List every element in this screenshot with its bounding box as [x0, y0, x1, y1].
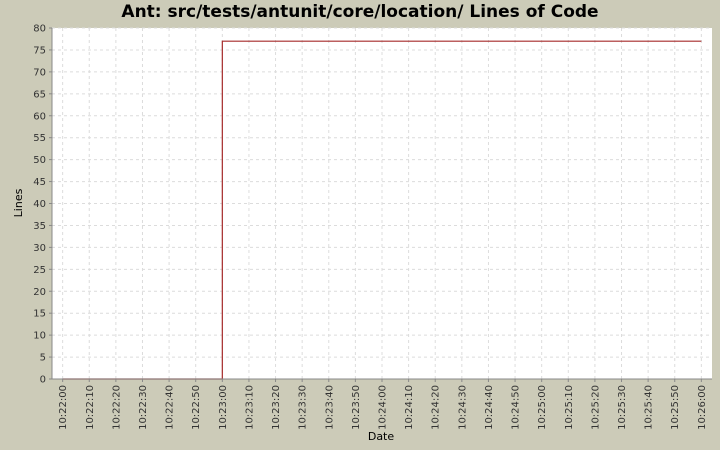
x-tick-label: 10:23:20 — [271, 385, 282, 430]
x-tick-label: 10:25:00 — [537, 385, 548, 430]
x-tick-label: 10:26:00 — [697, 385, 708, 430]
x-tick-label: 10:25:10 — [564, 385, 575, 430]
x-tick-label: 10:25:40 — [644, 385, 655, 430]
y-tick-label: 5 — [40, 353, 46, 364]
y-tick-label: 30 — [33, 243, 46, 254]
y-tick-label: 10 — [33, 331, 46, 342]
y-tick-label: 35 — [33, 221, 46, 232]
x-tick-label: 10:24:00 — [378, 385, 389, 430]
x-tick-label: 10:22:00 — [58, 385, 69, 430]
x-tick-label: 10:22:10 — [85, 385, 96, 430]
x-tick-label: 10:24:50 — [511, 385, 522, 430]
y-tick-label: 65 — [33, 89, 46, 100]
y-tick-label: 40 — [33, 199, 46, 210]
chart-title: Ant: src/tests/antunit/core/location/ Li… — [121, 2, 599, 22]
x-tick-label: 10:25:30 — [617, 385, 628, 430]
y-axis-label: Lines — [12, 188, 25, 217]
y-tick-label: 20 — [33, 287, 46, 298]
x-tick-label: 10:23:10 — [244, 385, 255, 430]
y-tick-label: 0 — [40, 375, 46, 386]
axes — [49, 27, 712, 382]
y-tick-label: 25 — [33, 265, 46, 276]
x-tick-label: 10:23:40 — [324, 385, 335, 430]
x-tick-label: 10:22:20 — [111, 385, 122, 430]
y-tick-label: 50 — [33, 155, 46, 166]
x-tick-label: 10:25:50 — [670, 385, 681, 430]
x-tick-label: 10:23:00 — [218, 385, 229, 430]
x-tick-label: 10:24:20 — [431, 385, 442, 430]
y-tick-label: 15 — [33, 309, 46, 320]
x-tick-label: 10:22:50 — [191, 385, 202, 430]
x-tick-label: 10:22:40 — [165, 385, 176, 430]
x-tick-labels: 10:22:00 10:22:10 10:22:20 10:22:30 10:22:40… — [58, 385, 708, 430]
x-axis-label: Date — [368, 430, 395, 443]
y-tick-label: 60 — [33, 111, 46, 122]
x-tick-label: 10:24:10 — [404, 385, 415, 430]
x-tick-label: 10:23:50 — [351, 385, 362, 430]
y-tick-labels: 0 5 10 15 20 25 30 35 40 45 50 55 60 65 70 75 80 — [33, 24, 46, 386]
y-tick-label: 45 — [33, 177, 46, 188]
x-tick-label: 10:22:30 — [138, 385, 149, 430]
x-tick-label: 10:25:20 — [590, 385, 601, 430]
y-tick-label: 55 — [33, 133, 46, 144]
y-tick-label: 80 — [33, 24, 46, 35]
x-tick-label: 10:24:40 — [484, 385, 495, 430]
x-tick-label: 10:24:30 — [457, 385, 468, 430]
x-tick-label: 10:23:30 — [298, 385, 309, 430]
y-tick-label: 75 — [33, 45, 46, 56]
y-tick-label: 70 — [33, 67, 46, 78]
